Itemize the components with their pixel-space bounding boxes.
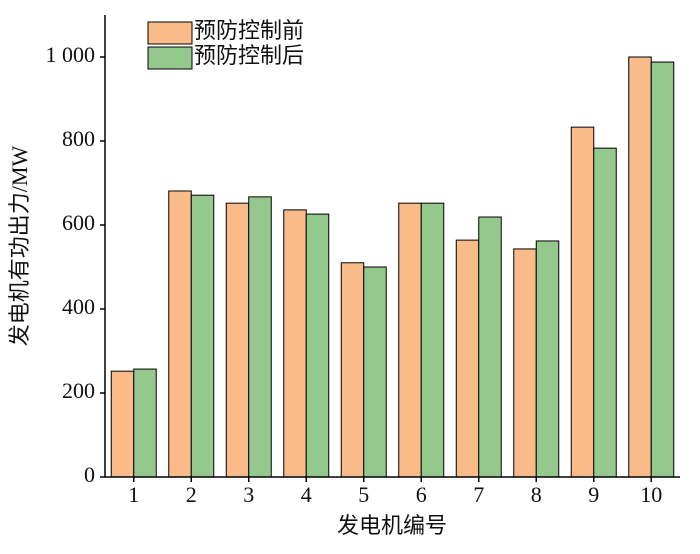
bar xyxy=(305,213,330,478)
y-tick-label: 200 xyxy=(62,378,95,403)
bar xyxy=(248,196,272,478)
bar xyxy=(478,216,502,478)
y-tick-label: 1 000 xyxy=(46,42,96,67)
legend-label: 预防控制前 xyxy=(194,18,304,43)
x-tick-label: 1 xyxy=(128,482,139,507)
x-tick-label: 6 xyxy=(416,482,427,507)
x-axis-label: 发电机编号 xyxy=(337,513,447,538)
x-tick-label: 5 xyxy=(358,482,369,507)
legend-swatch xyxy=(147,46,193,70)
bar xyxy=(570,126,595,478)
bar xyxy=(283,209,307,478)
y-tick-label: 600 xyxy=(62,210,95,235)
bar xyxy=(363,266,387,478)
x-tick-label: 8 xyxy=(531,482,542,507)
bar xyxy=(513,248,537,478)
legend-label: 预防控制后 xyxy=(194,43,304,68)
bar xyxy=(593,147,617,478)
bar xyxy=(110,370,135,478)
x-tick-label: 7 xyxy=(473,482,484,507)
bar xyxy=(650,61,675,478)
y-tick-label: 800 xyxy=(62,126,95,151)
x-tick-label: 3 xyxy=(243,482,254,507)
bar xyxy=(133,368,157,478)
bar xyxy=(168,190,192,478)
bar xyxy=(190,194,215,478)
bar xyxy=(628,56,652,478)
y-axis-label: 发电机有功出力/MW xyxy=(7,146,32,347)
bar xyxy=(535,240,560,478)
legend-swatch xyxy=(147,21,193,45)
x-tick-label: 4 xyxy=(301,482,312,507)
bar xyxy=(455,239,480,478)
bar xyxy=(340,262,365,478)
y-tick-label: 0 xyxy=(84,462,95,487)
bar xyxy=(225,202,250,478)
bar xyxy=(420,202,445,478)
x-tick-label: 2 xyxy=(186,482,197,507)
x-tick-label: 10 xyxy=(640,482,662,507)
x-tick-label: 9 xyxy=(588,482,599,507)
y-tick-label: 400 xyxy=(62,294,95,319)
bar xyxy=(398,202,422,478)
